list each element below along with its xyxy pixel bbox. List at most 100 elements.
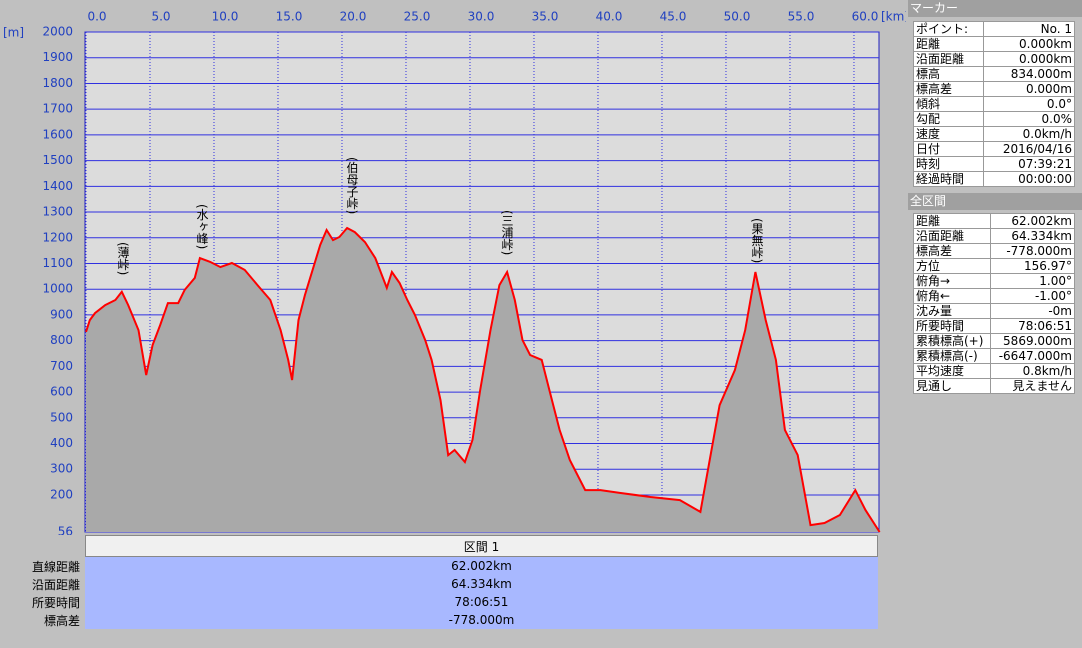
label: 累積標高(-): [912, 348, 992, 364]
x-tick-label: 0.0: [87, 10, 106, 24]
row: 沈み量 -0m: [912, 303, 1075, 319]
value: 0.000km: [982, 36, 1076, 52]
y-tick-label: 1700: [42, 102, 73, 116]
y-tick-label: 1800: [42, 76, 73, 90]
row: 沿面距離 64.334km: [912, 228, 1075, 244]
x-tick-label: 45.0: [660, 10, 687, 24]
row: 標高 834.000m: [913, 66, 1076, 82]
section-label: 沿面距離: [31, 578, 80, 592]
row: 経過時間 00:00:00: [913, 171, 1076, 187]
x-tick-label: 15.0: [276, 10, 303, 24]
section-table: 区間 1 62.002km 64.334km 78:06:51 -778.000m: [85, 535, 878, 629]
y-tick-label: 1100: [42, 256, 73, 270]
row: 速度 0.0km/h: [913, 126, 1076, 142]
row: 累積標高(+) 5869.000m: [912, 333, 1075, 349]
y-tick-label: 500: [50, 410, 73, 424]
value: 0.000km: [982, 51, 1076, 67]
x-tick-label: 55.0: [788, 10, 815, 24]
y-tick-label: 900: [50, 307, 73, 321]
value: 834.000m: [982, 66, 1076, 82]
value: 07:39:21: [982, 156, 1076, 172]
row: 沿面距離 0.000km: [913, 51, 1076, 67]
value: 0.000m: [982, 81, 1076, 97]
profile-chart: [m] [km] 56 200 300 400 500 600 700 800 900 1000 1…: [3, 10, 906, 536]
x-tick-label: 20.0: [340, 10, 367, 24]
row: 日付 2016/04/16: [913, 141, 1076, 157]
row: 俯角→ 1.00°: [912, 273, 1075, 289]
label: 距離: [913, 36, 984, 52]
value: 見えません: [990, 378, 1075, 394]
marker-table: ポイント: No. 1 距離 0.000km 沿面距離 0.000km 標高 834.000m…: [913, 21, 1076, 187]
y-tick-label: 2000: [42, 25, 73, 39]
value: 0.0°: [982, 96, 1076, 112]
x-tick-label: 30.0: [468, 10, 495, 24]
value: No. 1: [982, 21, 1076, 37]
y-tick-label: 1300: [42, 205, 73, 219]
y-tick-label: 1000: [42, 282, 73, 296]
label: 累積標高(+): [912, 333, 992, 349]
row: 勾配 0.0%: [913, 111, 1076, 127]
value: 0.8km/h: [990, 363, 1075, 379]
label: 時刻: [913, 156, 984, 172]
value: 0.0%: [982, 111, 1076, 127]
value: 5869.000m: [990, 333, 1075, 349]
value: -0m: [990, 303, 1075, 319]
marker-header: マーカー: [908, 0, 1082, 17]
section-value: 78:06:51: [85, 593, 878, 611]
total-table: 距離 62.002km 沿面距離 64.334km 標高差 -778.000m 方位 156.…: [912, 213, 1075, 394]
y-tick-label: 1200: [42, 230, 73, 244]
value: 2016/04/16: [982, 141, 1076, 157]
row: 俯角← -1.00°: [912, 288, 1075, 304]
label: 標高差: [912, 243, 992, 259]
peak-label: (薄峠): [116, 242, 130, 275]
y-unit: [m]: [3, 26, 24, 40]
row: 累積標高(-) -6647.000m: [912, 348, 1075, 364]
label: 沈み量: [912, 303, 992, 319]
label: 方位: [912, 258, 992, 274]
x-tick-label: 40.0: [596, 10, 623, 24]
value: 00:00:00: [982, 171, 1076, 187]
row: 平均速度 0.8km/h: [912, 363, 1075, 379]
peak-label: (果無峠): [750, 218, 764, 263]
row: ポイント: No. 1: [913, 21, 1076, 37]
section-labels: 直線距離沿面距離所要時間標高差: [0, 558, 80, 630]
y-tick-label: 700: [50, 359, 73, 373]
label: 俯角←: [912, 288, 992, 304]
value: 1.00°: [990, 273, 1075, 289]
x-tick-label: 60.0: [852, 10, 879, 24]
value: 62.002km: [990, 213, 1075, 229]
peak-label: (伯母子峠): [345, 157, 359, 214]
row: 距離 62.002km: [912, 213, 1075, 229]
y-tick-label: 56: [58, 525, 73, 536]
section-label: 直線距離: [31, 560, 80, 574]
label: 標高: [913, 66, 984, 82]
section-value: 64.334km: [85, 575, 878, 593]
row: 所要時間 78:06:51: [912, 318, 1075, 334]
row: 見通し 見えません: [912, 378, 1075, 394]
y-tick-label: 300: [50, 462, 73, 476]
row: 距離 0.000km: [913, 36, 1076, 52]
label: 所要時間: [912, 318, 992, 334]
x-tick-label: 25.0: [404, 10, 431, 24]
label: 勾配: [913, 111, 984, 127]
label: 沿面距離: [913, 51, 984, 67]
y-tick-label: 400: [50, 436, 73, 450]
section-label: 所要時間: [31, 596, 80, 610]
label: ポイント:: [913, 21, 984, 37]
y-tick-label: 1500: [42, 153, 73, 167]
y-tick-label: 1600: [42, 127, 73, 141]
section-value: -778.000m: [85, 611, 878, 629]
label: 距離: [912, 213, 992, 229]
label: 沿面距離: [912, 228, 992, 244]
y-tick-label: 200: [50, 487, 73, 501]
label: 平均速度: [912, 363, 992, 379]
value: 64.334km: [990, 228, 1075, 244]
total-header: 全区間: [908, 193, 1082, 210]
row: 時刻 07:39:21: [913, 156, 1076, 172]
y-tick-label: 1400: [42, 179, 73, 193]
section-label: 標高差: [43, 614, 80, 628]
label: 傾斜: [913, 96, 984, 112]
value: -1.00°: [990, 288, 1075, 304]
x-tick-label: 35.0: [532, 10, 559, 24]
